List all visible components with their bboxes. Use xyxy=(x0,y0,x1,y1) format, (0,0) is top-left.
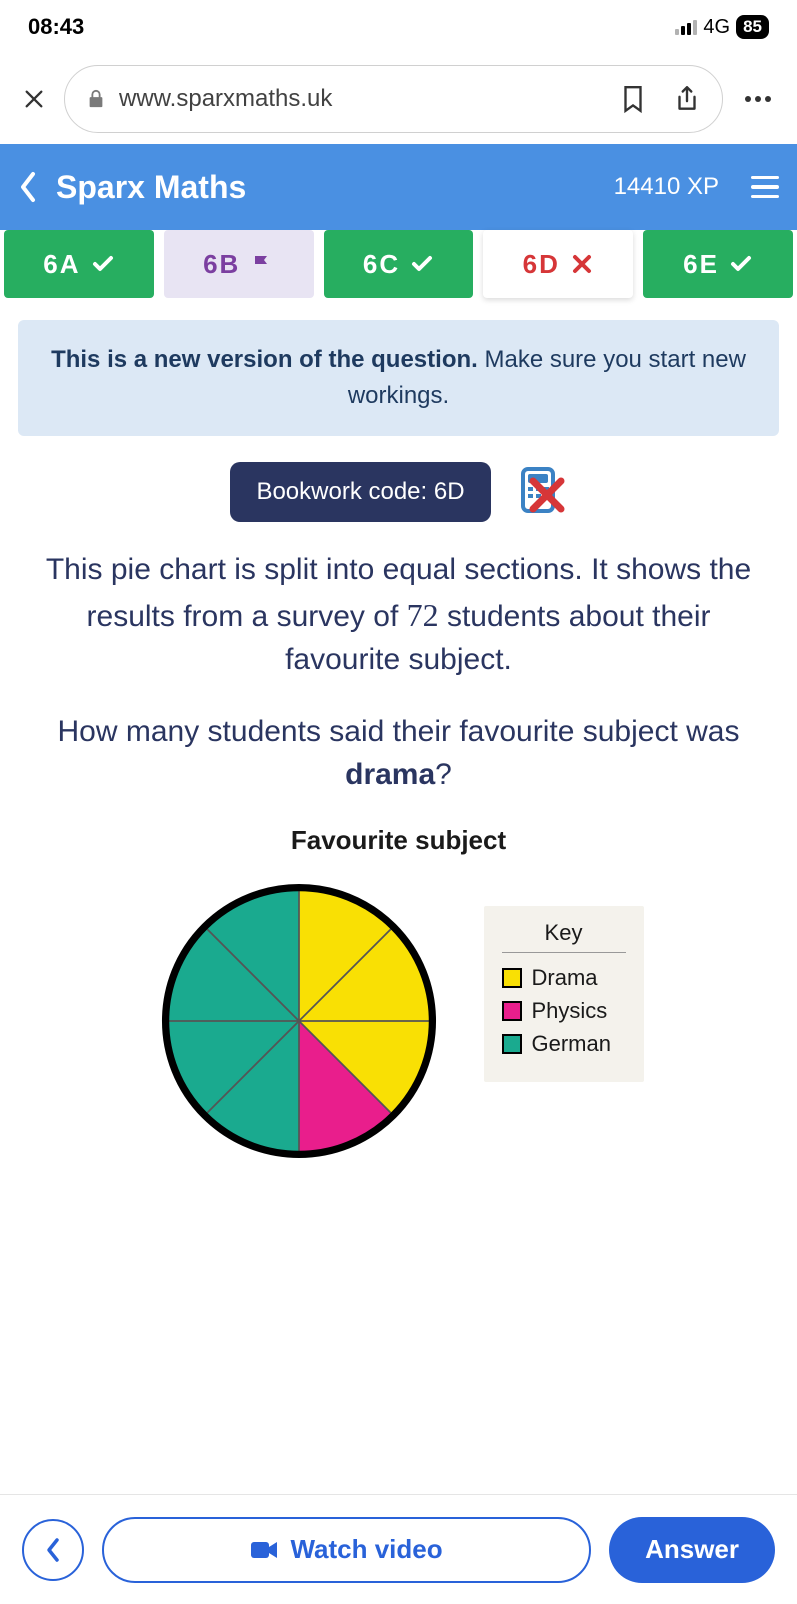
question-tabs: 6A6B6C6D6E xyxy=(0,230,797,298)
browser-bar: www.sparxmaths.uk xyxy=(0,54,797,144)
no-calculator-icon xyxy=(513,463,567,522)
lock-icon xyxy=(87,89,105,109)
question-p1: This pie chart is split into equal secti… xyxy=(28,548,769,682)
battery-badge: 85 xyxy=(736,15,769,39)
key-label: Physics xyxy=(532,998,608,1024)
bottom-bar: Watch video Answer xyxy=(0,1494,797,1604)
notice-banner: This is a new version of the question. M… xyxy=(18,320,779,436)
key-label: Drama xyxy=(532,965,598,991)
xp-label: 14410 XP xyxy=(614,173,719,201)
x-icon xyxy=(570,252,594,276)
url-bar[interactable]: www.sparxmaths.uk xyxy=(64,65,723,133)
app-header: Sparx Maths 14410 XP xyxy=(0,144,797,230)
tab-6b[interactable]: 6B xyxy=(164,230,314,298)
question-p2: How many students said their favourite s… xyxy=(28,710,769,797)
key-swatch xyxy=(502,1034,522,1054)
answer-button[interactable]: Answer xyxy=(609,1517,775,1583)
chart-key: Key Drama Physics German xyxy=(484,906,644,1082)
tab-6e[interactable]: 6E xyxy=(643,230,793,298)
notice-bold: This is a new version of the question. xyxy=(51,346,478,373)
question-text: This pie chart is split into equal secti… xyxy=(0,548,797,797)
check-icon xyxy=(91,252,115,276)
answer-label: Answer xyxy=(645,1534,739,1565)
bookwork-row: Bookwork code: 6D xyxy=(0,462,797,522)
tab-6a[interactable]: 6A xyxy=(4,230,154,298)
check-icon xyxy=(410,252,434,276)
share-icon[interactable] xyxy=(674,84,700,114)
app-title: Sparx Maths xyxy=(56,169,596,206)
key-swatch xyxy=(502,968,522,988)
watch-video-button[interactable]: Watch video xyxy=(102,1517,591,1583)
close-button[interactable] xyxy=(18,83,50,115)
key-label: German xyxy=(532,1031,611,1057)
key-title: Key xyxy=(502,920,626,953)
more-button[interactable] xyxy=(737,96,779,102)
close-icon xyxy=(23,88,45,110)
back-button[interactable] xyxy=(18,170,38,204)
bookmark-icon[interactable] xyxy=(620,84,646,114)
key-item-german: German xyxy=(502,1031,626,1057)
chart-title: Favourite subject xyxy=(0,825,797,856)
chart-area: Key Drama Physics German xyxy=(0,876,797,1166)
key-swatch xyxy=(502,1001,522,1021)
key-item-drama: Drama xyxy=(502,965,626,991)
network-label: 4G xyxy=(703,16,730,39)
pie-chart xyxy=(154,876,444,1166)
flag-icon xyxy=(250,252,274,276)
key-item-physics: Physics xyxy=(502,998,626,1024)
status-right: 4G 85 xyxy=(675,15,769,39)
check-icon xyxy=(729,252,753,276)
menu-button[interactable] xyxy=(751,176,779,199)
url-text: www.sparxmaths.uk xyxy=(119,85,606,113)
bookwork-code: Bookwork code: 6D xyxy=(230,462,490,522)
status-bar: 08:43 4G 85 xyxy=(0,0,797,54)
video-icon xyxy=(250,1539,278,1561)
watch-video-label: Watch video xyxy=(290,1534,442,1565)
signal-icon xyxy=(675,20,697,35)
prev-button[interactable] xyxy=(22,1519,84,1581)
status-time: 08:43 xyxy=(28,14,84,40)
tab-6d[interactable]: 6D xyxy=(483,230,633,298)
tab-6c[interactable]: 6C xyxy=(324,230,474,298)
